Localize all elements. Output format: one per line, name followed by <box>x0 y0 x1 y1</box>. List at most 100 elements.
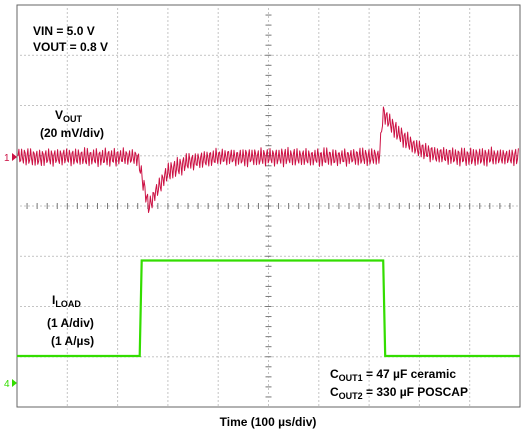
grid-dot <box>167 244 169 246</box>
grid-dot <box>418 340 420 342</box>
grid-dot <box>217 284 219 286</box>
grid-dot <box>117 136 119 138</box>
grid-dot <box>272 255 274 257</box>
grid-dot <box>172 54 174 56</box>
grid-dot <box>492 155 494 157</box>
grid-dot <box>396 255 398 257</box>
grid-dot <box>469 132 471 134</box>
grid-dot <box>512 255 514 257</box>
grid-dot <box>418 20 420 22</box>
grid-dot <box>66 112 68 114</box>
grid-dot <box>318 316 320 318</box>
grid-dot <box>167 24 169 26</box>
grid-dot <box>448 105 450 106</box>
grid-dot <box>117 44 119 46</box>
grid-dot <box>469 404 471 406</box>
grid-dot <box>318 28 320 30</box>
grid-dot <box>167 36 169 38</box>
grid-dot <box>268 60 269 62</box>
grid-dot <box>117 36 119 38</box>
grid-dot <box>318 276 320 278</box>
grid-dot <box>208 255 210 257</box>
grid-dot <box>318 368 320 370</box>
iload-slew-label: (1 A/µs) <box>51 334 94 348</box>
grid-dot <box>469 376 471 378</box>
grid-dot <box>167 108 169 110</box>
grid-dot <box>356 205 358 207</box>
grid-dot <box>104 306 106 307</box>
grid-dot <box>424 105 426 106</box>
grid-dot <box>117 180 119 182</box>
grid-dot <box>318 340 320 342</box>
iload-trace <box>17 259 520 358</box>
grid-dot <box>236 306 238 307</box>
grid-dot <box>318 100 320 102</box>
grid-dot <box>469 148 471 150</box>
grid-dot <box>292 356 294 358</box>
grid-dot <box>418 320 420 322</box>
grid-dot <box>252 255 254 257</box>
grid-dot <box>164 205 166 207</box>
grid-dot <box>316 255 318 257</box>
grid-dot <box>248 155 250 157</box>
grid-dot <box>167 304 169 306</box>
grid-dot <box>256 356 258 358</box>
grid-dot <box>112 105 114 106</box>
grid-dot <box>66 80 68 82</box>
grid-dot <box>492 54 494 56</box>
grid-dot <box>469 164 471 166</box>
grid-dot <box>504 255 506 257</box>
grid-dot <box>418 200 420 202</box>
grid-dot <box>368 340 370 342</box>
grid-dot <box>360 54 362 56</box>
grid-dot <box>469 372 471 374</box>
grid-dot <box>66 84 68 86</box>
grid-dot <box>66 32 68 34</box>
grid-dot <box>418 404 420 406</box>
grid-dot <box>66 320 68 322</box>
grid-dot <box>217 364 219 366</box>
grid-dot <box>156 306 158 307</box>
grid-dot <box>272 356 274 358</box>
grid-dot <box>217 280 219 282</box>
grid-dot <box>418 56 420 58</box>
grid-dot <box>368 276 370 278</box>
grid-dot <box>408 306 410 307</box>
grid-dot <box>80 306 82 307</box>
grid-dot <box>84 306 86 307</box>
grid-dot <box>368 160 370 162</box>
grid-dot <box>117 396 119 398</box>
grid-dot <box>268 348 269 350</box>
grid-dot <box>469 84 471 86</box>
grid-dot <box>276 356 278 358</box>
grid-dot <box>469 92 471 94</box>
grid-dot <box>318 32 320 34</box>
grid-dot <box>156 356 158 358</box>
grid-dot <box>268 300 269 302</box>
grid-dot <box>460 54 462 56</box>
grid-dot <box>496 105 498 106</box>
grid-dot <box>436 205 438 207</box>
grid-dot <box>120 306 122 307</box>
grid-dot <box>452 205 454 207</box>
grid-dot <box>148 306 150 307</box>
grid-dot <box>117 328 119 330</box>
grid-dot <box>217 132 219 134</box>
grid-dot <box>167 368 169 370</box>
grid-dot <box>217 112 219 114</box>
grid-dot <box>312 205 314 207</box>
grid-dot <box>456 54 458 56</box>
grid-dot <box>66 120 68 122</box>
grid-dot <box>92 205 94 207</box>
grid-dot <box>268 276 269 278</box>
grid-dot <box>396 155 398 157</box>
grid-dot <box>404 306 406 307</box>
grid-dot <box>112 255 114 257</box>
grid-dot <box>444 306 446 307</box>
grid-dot <box>184 356 186 358</box>
grid-dot <box>48 54 50 56</box>
grid-dot <box>196 356 198 358</box>
grid-dot <box>117 48 119 50</box>
grid-dot <box>476 255 478 257</box>
grid-dot <box>212 306 214 307</box>
